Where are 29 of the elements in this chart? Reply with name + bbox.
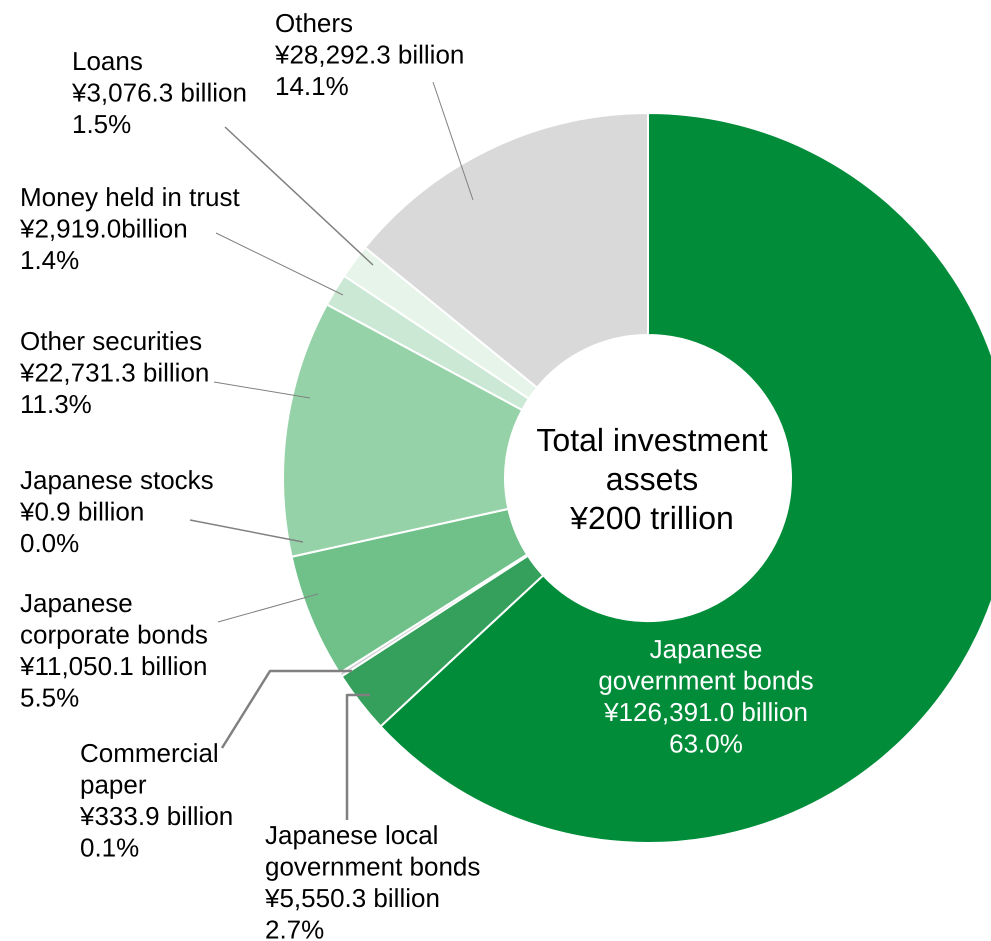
data-label: ¥2,919.0billion (19, 214, 188, 244)
data-label: ¥0.9 billion (19, 496, 144, 526)
slice-label: Money held in trust (20, 182, 240, 212)
text: 14.1% (275, 71, 349, 101)
text: 63.0% (669, 728, 743, 758)
slice-label: Japanese local government bonds (265, 820, 480, 882)
text: 0.1% (80, 832, 140, 862)
text: 11.3% (20, 389, 92, 419)
slice-label: Commercial paper (80, 738, 219, 800)
data-label: ¥11,050.1 billion (19, 651, 208, 681)
text: 5.5% (20, 682, 80, 712)
data-label: ¥5,550.3 billion (264, 883, 440, 913)
slice-label: Japanese corporate bonds (20, 588, 208, 650)
data-label: ¥126,391.0 billion (603, 697, 808, 727)
slice-label: Loans (72, 46, 143, 76)
text: 2.7% (265, 914, 324, 941)
slice-label: Japanese government bonds (598, 634, 814, 696)
text: ¥200 trillion (569, 500, 734, 536)
data-label: ¥333.9 billion (79, 801, 234, 831)
data-label: ¥28,292.3 billion (274, 40, 464, 70)
text: 0.0% (20, 528, 80, 558)
data-label: ¥3,076.3 billion (71, 78, 247, 108)
slice-label: Others (275, 8, 354, 38)
slice-label: Other securities (20, 326, 202, 356)
data-label: ¥22,731.3 billion (19, 358, 210, 388)
slice-label: Japanese stocks (20, 465, 214, 495)
text: Total investment assets (536, 422, 768, 497)
text: 1.4% (20, 245, 80, 275)
text: 1.5% (72, 109, 132, 139)
